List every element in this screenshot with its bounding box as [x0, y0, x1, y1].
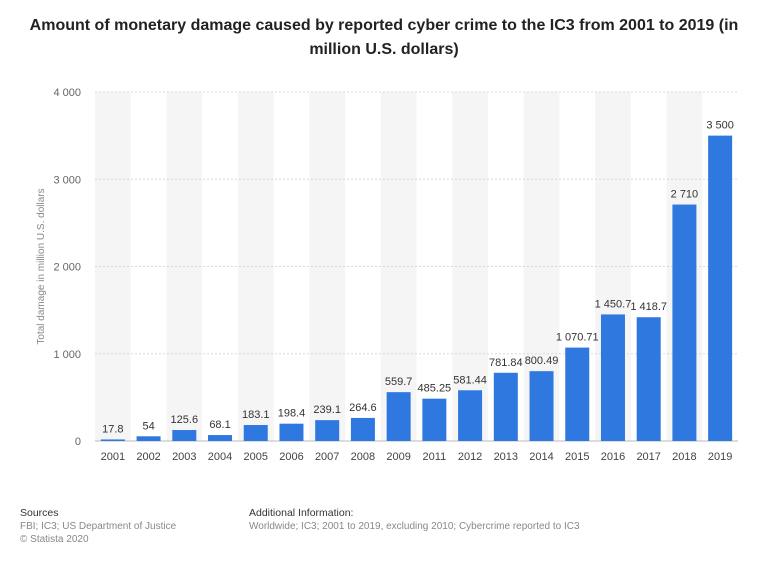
chart-title: Amount of monetary damage caused by repo…: [29, 17, 739, 58]
x-tick-label: 2012: [458, 451, 482, 463]
column-band: [380, 92, 417, 441]
bar: [636, 317, 661, 441]
bar: [136, 436, 161, 441]
x-tick-label: 2017: [636, 451, 660, 463]
additional-info-text: Worldwide; IC3; 2001 to 2019, excluding …: [249, 521, 580, 532]
data-label: 559.7: [385, 376, 413, 388]
sources-section: Sources FBI; IC3; US Department of Justi…: [20, 507, 176, 546]
x-tick-label: 2006: [279, 451, 303, 463]
data-label: 800.49: [525, 355, 559, 367]
bar: [565, 347, 590, 441]
bar: [529, 371, 554, 441]
bar: [100, 439, 125, 441]
data-label: 1 450.7: [595, 298, 632, 310]
x-tick-label: 2004: [208, 451, 232, 463]
data-label: 17.8: [102, 423, 123, 435]
data-label: 485.25: [418, 383, 452, 395]
additional-info-heading: Additional Information:: [249, 507, 354, 519]
bar: [672, 204, 697, 441]
data-label: 183.1: [242, 409, 270, 421]
data-label: 781.84: [489, 357, 523, 369]
bar: [458, 390, 483, 441]
x-tick-label: 2003: [172, 451, 196, 463]
copyright-text: © Statista 2020: [20, 534, 89, 545]
data-label: 125.6: [171, 414, 199, 426]
data-label: 1 418.7: [630, 301, 667, 313]
bar: [172, 430, 197, 441]
data-label: 2 710: [671, 189, 699, 201]
data-label: 239.1: [313, 404, 341, 416]
data-label: 68.1: [209, 419, 230, 431]
sources-text: FBI; IC3; US Department of Justice: [20, 521, 177, 532]
y-tick-label: 1 000: [53, 349, 81, 361]
x-tick-label: 2007: [315, 451, 339, 463]
bar: [315, 420, 340, 441]
x-tick-label: 2005: [244, 451, 268, 463]
bar: [600, 314, 625, 441]
x-tick-label: 2008: [351, 451, 375, 463]
x-tick-label: 2016: [601, 451, 625, 463]
y-tick-label: 3 000: [53, 174, 81, 186]
bar: [208, 435, 233, 441]
x-tick-label: 2011: [423, 451, 447, 463]
bar-chart: 0 1 000 2 000 3 000 4 000 17.8 2001 54 2002 125.6…: [36, 87, 738, 463]
bar: [386, 392, 411, 441]
column-band: [452, 92, 488, 441]
bar: [350, 417, 375, 441]
data-label: 264.6: [349, 402, 377, 414]
y-tick-label: 2 000: [53, 262, 81, 274]
bar: [708, 135, 733, 441]
sources-heading: Sources: [20, 507, 59, 519]
data-label: 54: [142, 420, 154, 432]
x-tick-label: 2009: [386, 451, 410, 463]
bar: [243, 425, 268, 441]
data-label: 198.4: [278, 408, 306, 420]
x-tick-label: 2013: [494, 451, 518, 463]
y-tick-label: 4 000: [53, 87, 81, 99]
x-tick-label: 2018: [672, 451, 696, 463]
data-label: 581.44: [453, 374, 487, 386]
bar: [422, 398, 447, 441]
y-tick-label: 0: [75, 436, 81, 448]
y-axis-title: Total damage in million U.S. dollars: [36, 188, 47, 344]
data-label: 1 070.71: [556, 332, 599, 344]
x-tick-label: 2015: [565, 451, 589, 463]
additional-info-section: Additional Information: Worldwide; IC3; …: [249, 507, 580, 533]
x-tick-label: 2001: [101, 451, 125, 463]
x-tick-label: 2002: [136, 451, 160, 463]
data-label: 3 500: [706, 120, 734, 132]
bar: [279, 423, 304, 441]
x-tick-label: 2019: [708, 451, 732, 463]
x-tick-label: 2014: [529, 451, 553, 463]
bar: [493, 372, 518, 441]
